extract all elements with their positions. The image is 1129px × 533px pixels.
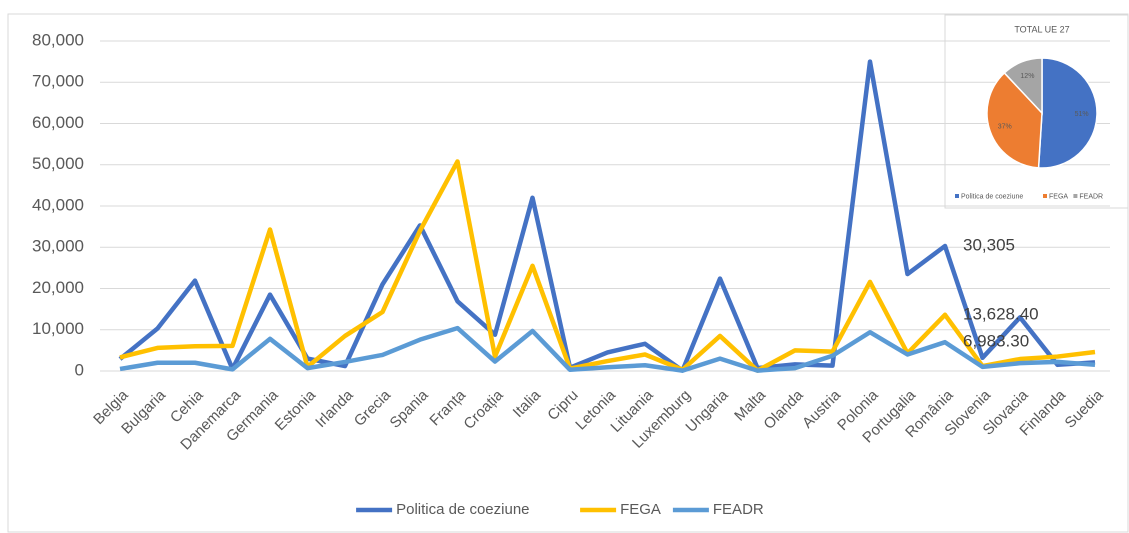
series-line [119, 325, 1096, 373]
series-line [118, 59, 1096, 373]
series-line [119, 159, 1096, 373]
pie-slice [1003, 57, 1043, 115]
y-tick-label: 10,000 [32, 319, 84, 338]
x-tick-label: Grecia [351, 386, 395, 430]
x-tick-label: Ungaria [682, 386, 732, 436]
y-tick-label: 40,000 [32, 195, 84, 214]
data-label: 30,305 [963, 235, 1015, 254]
legend-label: FEADR [1079, 193, 1103, 200]
x-tick-label: Croația [460, 386, 507, 433]
x-tick-label: Italia [510, 386, 545, 421]
y-tick-label: 0 [75, 360, 84, 379]
legend-swatch [1073, 194, 1078, 198]
chart-frame [7, 13, 1129, 533]
y-tick-label: 30,000 [32, 237, 84, 256]
y-tick-label: 60,000 [32, 113, 84, 132]
x-tick-label: Suedia [1062, 386, 1108, 432]
x-tick-label: Spania [387, 386, 433, 432]
legend-label: Politica de coeziune [961, 193, 1023, 200]
pie-slice [1037, 57, 1098, 169]
x-tick-label: Olanda [760, 386, 807, 433]
data-label: 6,983.30 [963, 332, 1029, 351]
pie-title: TOTAL UE 27 [1014, 24, 1069, 34]
pie-label: 51% [1075, 111, 1089, 118]
legend-label: FEGA [620, 501, 661, 518]
y-tick-label: 80,000 [32, 30, 84, 49]
x-tick-label: Estonia [272, 386, 320, 434]
x-tick-label: Irlanda [312, 386, 357, 431]
legend-label: FEADR [713, 501, 764, 518]
y-tick-label: 50,000 [32, 154, 84, 173]
data-label: 13,628.40 [963, 304, 1039, 323]
y-tick-label: 20,000 [32, 278, 84, 297]
pie-slice [986, 71, 1043, 169]
pie-label: 12% [1020, 73, 1034, 80]
legend-label: FEGA [1049, 193, 1068, 200]
y-tick-label: 70,000 [32, 72, 84, 91]
pie-label: 37% [998, 123, 1012, 130]
legend-label: Politica de coeziune [396, 501, 529, 518]
legend-swatch [1043, 194, 1047, 198]
legend-swatch [955, 194, 959, 198]
